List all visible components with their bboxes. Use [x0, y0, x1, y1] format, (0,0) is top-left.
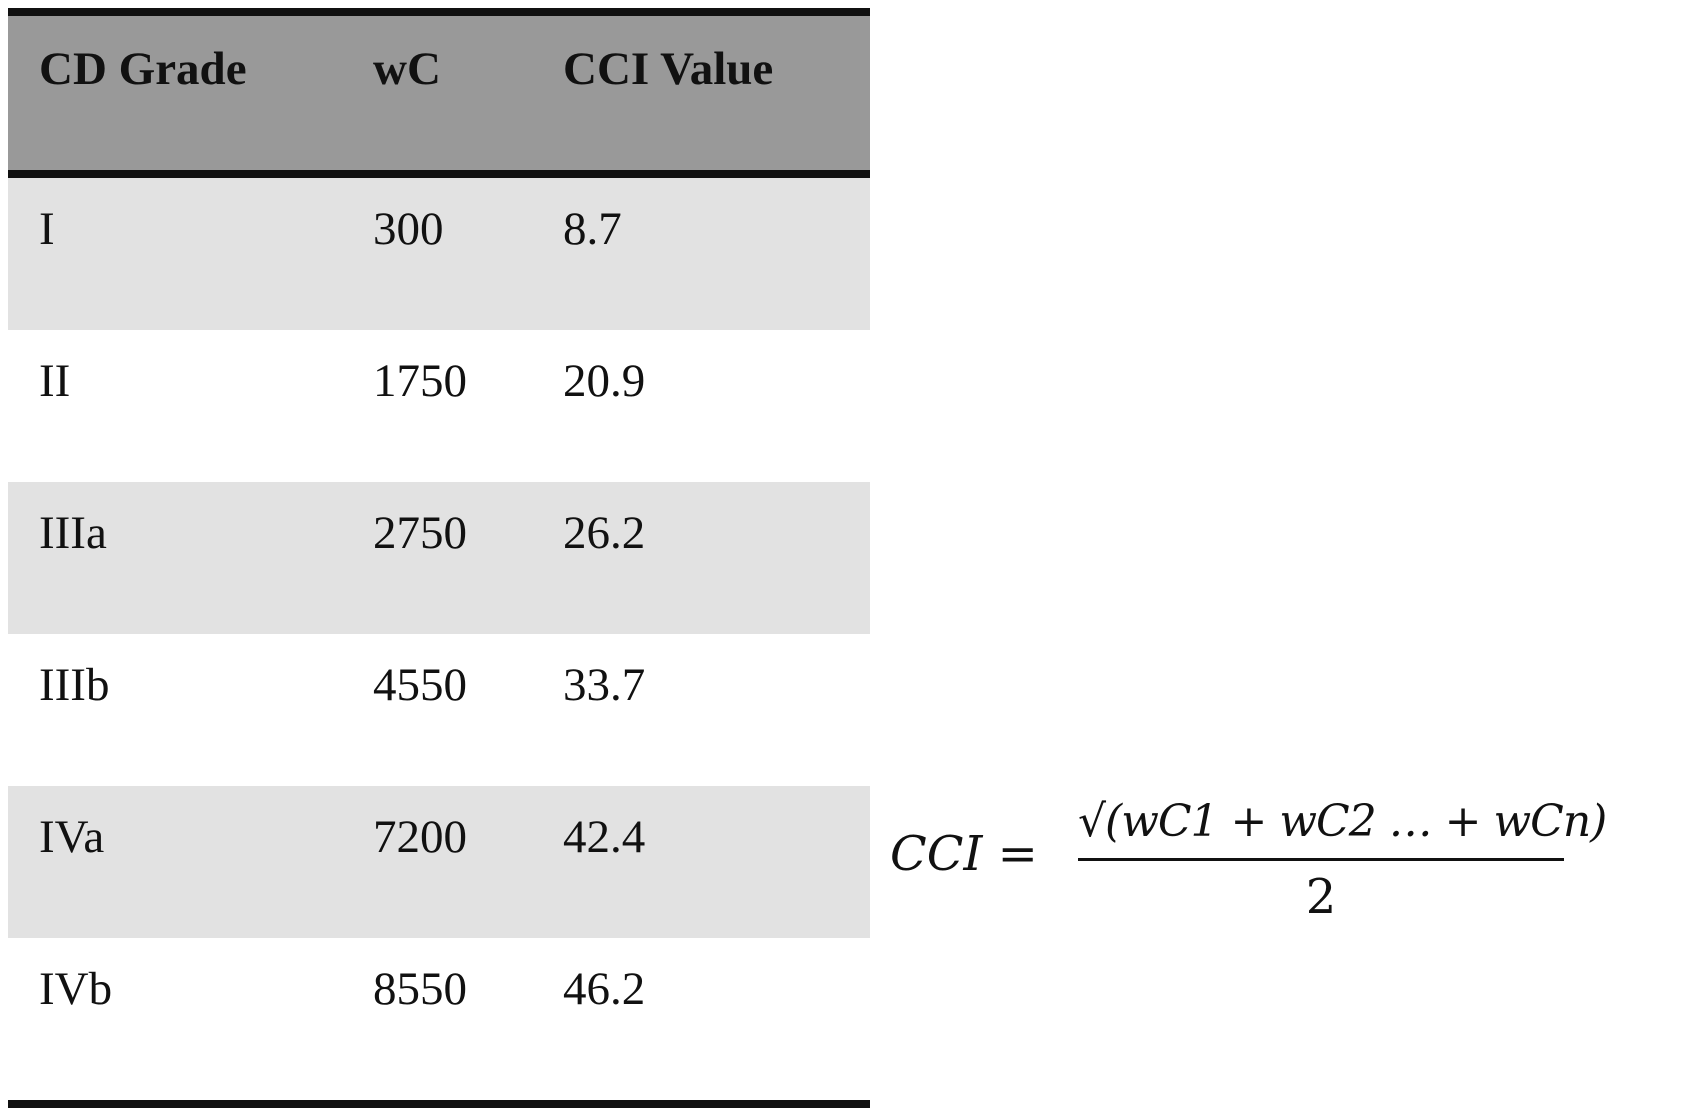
cell-grade: I: [39, 203, 55, 255]
table-header-rule: [8, 170, 870, 178]
table-header-row: CD Grade wC CCI Value: [8, 16, 870, 170]
cell-cci: 33.7: [563, 659, 646, 711]
cell-cci: 26.2: [563, 507, 646, 559]
cell-cci: 46.2: [563, 963, 646, 1015]
cell-wc: 2750: [373, 507, 467, 559]
formula-denominator: 2: [1305, 869, 1337, 925]
fraction-bar: [1078, 858, 1564, 861]
table-bottom-rule: [8, 1100, 870, 1108]
cell-cci: 42.4: [563, 811, 646, 863]
cell-wc: 300: [373, 203, 444, 255]
table-row: IIIa 2750 26.2: [8, 482, 870, 634]
table-row: IVb 8550 46.2: [8, 938, 870, 1090]
cell-grade: IIIa: [39, 507, 107, 559]
header-cci-value: CCI Value: [563, 43, 774, 95]
formula-numerator: √(wC1 + wC2 … + wCn): [1078, 796, 1607, 847]
table-row: II 1750 20.9: [8, 330, 870, 482]
header-wc: wC: [373, 43, 441, 95]
cell-wc: 8550: [373, 963, 467, 1015]
cell-wc: 1750: [373, 355, 467, 407]
table-row: IVa 7200 42.4: [8, 786, 870, 938]
table-bottom-spacer: [8, 1090, 870, 1100]
cell-wc: 7200: [373, 811, 467, 863]
formula-fraction: √(wC1 + wC2 … + wCn) 2: [1078, 796, 1607, 925]
cell-grade: IVa: [39, 811, 105, 863]
cell-cci: 8.7: [563, 203, 622, 255]
formula-lhs: CCI =: [890, 826, 1038, 882]
cell-grade: IVb: [39, 963, 113, 1015]
cci-table: CD Grade wC CCI Value I 300 8.7 II 1750 …: [8, 8, 870, 1108]
cell-grade: IIIb: [39, 659, 110, 711]
table-top-rule: [8, 8, 870, 16]
header-cd-grade: CD Grade: [39, 43, 247, 95]
table-row: I 300 8.7: [8, 178, 870, 330]
cell-cci: 20.9: [563, 355, 646, 407]
cci-formula: CCI = √(wC1 + wC2 … + wCn) 2: [890, 800, 1690, 960]
table-row: IIIb 4550 33.7: [8, 634, 870, 786]
cell-grade: II: [39, 355, 71, 407]
cell-wc: 4550: [373, 659, 467, 711]
